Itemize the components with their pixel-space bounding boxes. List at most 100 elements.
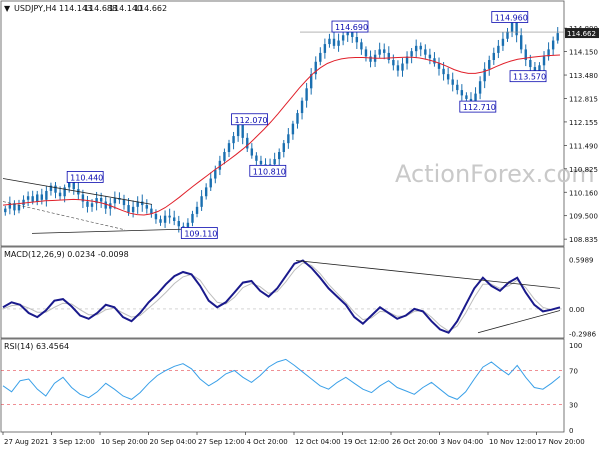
rsi-tick-label: 70 xyxy=(569,368,578,376)
channel-mid-line xyxy=(2,201,126,231)
candle-body xyxy=(442,68,445,75)
candle-body xyxy=(424,49,427,55)
x-tick-label: 20 Sep 04:00 xyxy=(150,438,197,446)
candle-body xyxy=(556,33,559,41)
candle-body xyxy=(533,67,537,72)
candle-body xyxy=(278,152,281,160)
candle-body xyxy=(122,199,126,206)
candle-body xyxy=(300,100,304,114)
candle-body xyxy=(246,137,249,149)
candle-body xyxy=(223,152,226,161)
candle-body xyxy=(360,42,363,50)
price-tick-label: 111.490 xyxy=(569,142,598,150)
candle-body xyxy=(410,51,413,57)
x-tick-label: 19 Oct 12:00 xyxy=(344,438,390,446)
candle-body xyxy=(419,45,422,50)
candle-body xyxy=(86,201,89,207)
channel-upper-line xyxy=(2,178,153,205)
macd-tick-label: -0.2986 xyxy=(569,330,597,338)
rsi-panel-frame xyxy=(0,338,565,433)
candle-body xyxy=(337,40,340,46)
macd-lower-trendline xyxy=(477,310,561,334)
candle-body xyxy=(538,65,541,72)
candle-body xyxy=(547,49,550,57)
x-tick-label: 4 Oct 20:00 xyxy=(247,438,288,446)
candle-body xyxy=(405,56,409,64)
candle-body xyxy=(291,123,295,135)
candle-body xyxy=(451,79,454,85)
candle-body xyxy=(282,143,285,152)
candle-body xyxy=(255,155,258,161)
macd-tick-label: 0.00 xyxy=(569,306,585,314)
candle-body xyxy=(8,203,12,209)
price-annotation-box xyxy=(459,100,497,113)
current-price-tag xyxy=(565,28,599,39)
candle-body xyxy=(131,206,135,213)
candle-body xyxy=(214,169,217,179)
macd-upper-trendline xyxy=(295,260,561,289)
price-annotation-label: 110.440 xyxy=(70,173,103,182)
candle-body xyxy=(145,205,149,209)
axis-layer: 114.800114.150113.480112.815112.155111.4… xyxy=(2,25,599,446)
candle-body xyxy=(209,178,212,188)
candle-body xyxy=(492,52,495,60)
candle-body xyxy=(36,194,39,202)
candle-body xyxy=(195,206,199,214)
price-annotation-box xyxy=(331,20,369,33)
candle-body xyxy=(40,194,44,200)
rsi-tick-label: 100 xyxy=(569,342,582,350)
candle-body xyxy=(236,124,240,137)
channel-lower-line xyxy=(31,228,186,234)
candle-body xyxy=(168,215,171,218)
price-annotation-box xyxy=(66,171,104,183)
candle-body xyxy=(173,217,176,221)
candle-body xyxy=(478,81,482,94)
candle-body xyxy=(113,198,117,204)
candle-body xyxy=(433,58,436,64)
candle-body xyxy=(519,35,523,50)
candle-body xyxy=(204,187,208,197)
candle-body xyxy=(241,124,244,138)
macd-tick-label: 0.5989 xyxy=(569,257,594,265)
candle-body xyxy=(163,215,167,223)
candle-body xyxy=(227,143,231,152)
candle-body xyxy=(501,38,505,46)
candle-body xyxy=(191,213,194,223)
candle-body xyxy=(4,208,7,213)
candle-body xyxy=(250,148,254,156)
price-annotation-label: 112.710 xyxy=(463,103,496,112)
candle-body xyxy=(49,185,53,191)
candle-body xyxy=(460,90,464,96)
price-annotation-label: 112.070 xyxy=(235,116,268,125)
x-tick-label: 12 Oct 04:00 xyxy=(295,438,341,446)
price-tick-label: 112.155 xyxy=(569,119,598,127)
candle-body xyxy=(17,205,21,211)
x-tick-label: 17 Nov 20:00 xyxy=(538,438,585,446)
candle-body xyxy=(72,182,75,190)
rsi-line xyxy=(2,358,561,400)
price-layer: 110.440 109.110 112.070 110.810 114.690 112.7… xyxy=(2,11,564,239)
macd-panel-frame xyxy=(0,246,565,339)
ohlc-close: 114.662 xyxy=(134,4,167,13)
price-annotation-label: 109.110 xyxy=(184,229,217,238)
candle-body xyxy=(551,40,555,50)
candle-body xyxy=(127,205,130,213)
candle-body xyxy=(465,95,468,99)
candle-body xyxy=(497,45,500,53)
candle-body xyxy=(369,56,372,62)
candle-body xyxy=(45,190,48,200)
candle-body xyxy=(428,54,432,59)
candle-body xyxy=(506,31,509,39)
candle-body xyxy=(26,196,30,200)
price-panel-frame xyxy=(0,0,565,247)
candle-body xyxy=(392,60,395,66)
candle-body xyxy=(396,65,400,71)
candle-body xyxy=(287,134,290,144)
price-annotation-box xyxy=(249,164,287,177)
candle-body xyxy=(305,88,308,101)
candle-body xyxy=(387,52,390,60)
candle-body xyxy=(104,201,107,209)
x-tick-label: 3 Nov 04:00 xyxy=(441,438,484,446)
candle-body xyxy=(136,201,139,207)
